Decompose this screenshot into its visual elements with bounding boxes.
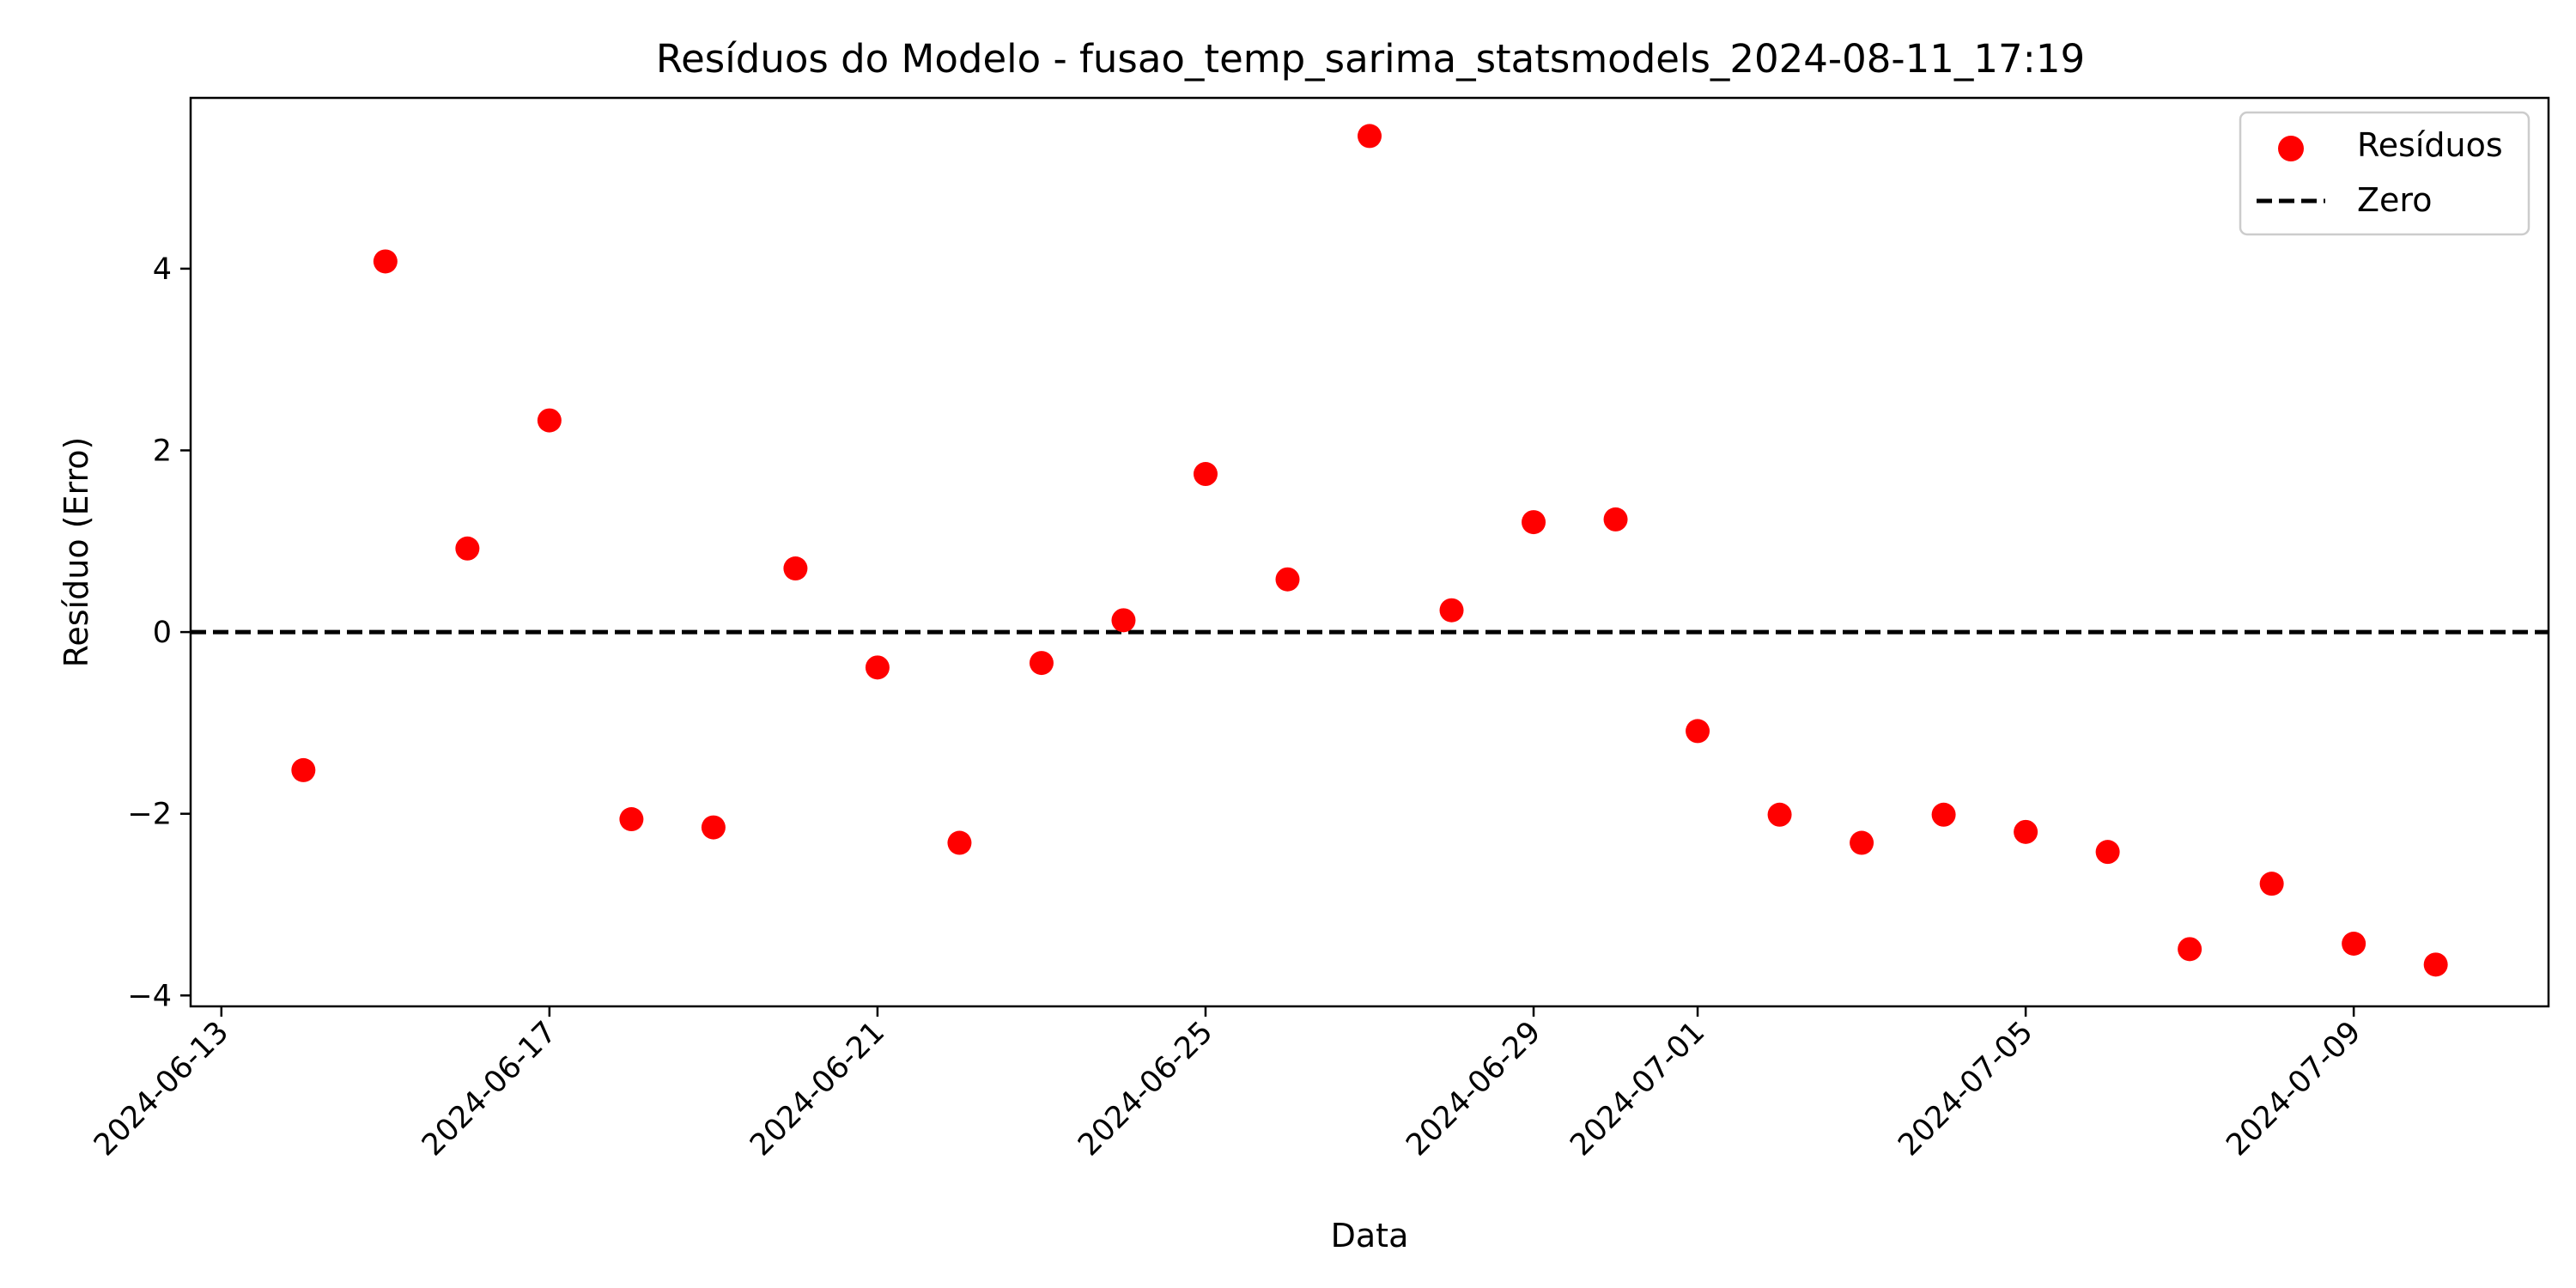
residual-point-17: [1603, 507, 1628, 532]
residual-point-18: [1686, 719, 1710, 744]
scatter-points: [291, 124, 2448, 977]
residual-point-8: [865, 655, 890, 680]
y-tick-label: 0: [153, 616, 172, 650]
residual-point-27: [2423, 952, 2448, 977]
residual-point-22: [2014, 819, 2038, 844]
y-axis: 4 2 0 −2 −4: [127, 252, 191, 1013]
residual-point-7: [783, 556, 808, 581]
residual-point-3: [455, 536, 480, 561]
residual-point-23: [2095, 840, 2120, 865]
legend-box: [2239, 111, 2530, 236]
residual-point-20: [1850, 830, 1874, 855]
residual-point-15: [1439, 598, 1464, 623]
x-axis-label: Data: [1331, 1217, 1409, 1255]
residual-point-14: [1358, 124, 1382, 149]
residual-point-13: [1275, 567, 1300, 592]
y-tick-label: −2: [127, 798, 172, 832]
y-tick-label: 4: [153, 252, 172, 287]
legend-label-zero: Zero: [2357, 181, 2432, 219]
y-tick-label: −4: [127, 979, 172, 1013]
residual-point-11: [1111, 608, 1136, 633]
residual-point-21: [1931, 802, 1956, 827]
legend-marker-residuos: [2278, 136, 2304, 161]
residual-point-1: [291, 757, 316, 782]
residual-point-24: [2178, 937, 2202, 962]
legend-label-residuos: Resíduos: [2357, 126, 2503, 164]
residual-point-26: [2342, 931, 2366, 956]
plot-background: [191, 98, 2549, 1006]
residual-point-9: [947, 830, 972, 855]
residual-point-5: [619, 807, 644, 832]
legend: Resíduos Zero: [2239, 111, 2530, 236]
plot-area: [189, 96, 2550, 1008]
y-tick-label: 2: [153, 434, 172, 469]
residual-point-10: [1029, 651, 1054, 676]
residual-point-19: [1767, 802, 1792, 827]
chart-title: Resíduos do Modelo - fusao_temp_sarima_s…: [656, 36, 2085, 82]
residual-point-2: [373, 249, 398, 274]
residual-point-25: [2259, 872, 2284, 896]
residual-point-12: [1193, 462, 1218, 487]
plot-frame: [189, 96, 2550, 1008]
residual-point-16: [1522, 510, 1546, 535]
residual-point-6: [701, 815, 726, 840]
residual-point-4: [537, 408, 562, 433]
y-axis-label: Resíduo (Erro): [58, 437, 95, 668]
